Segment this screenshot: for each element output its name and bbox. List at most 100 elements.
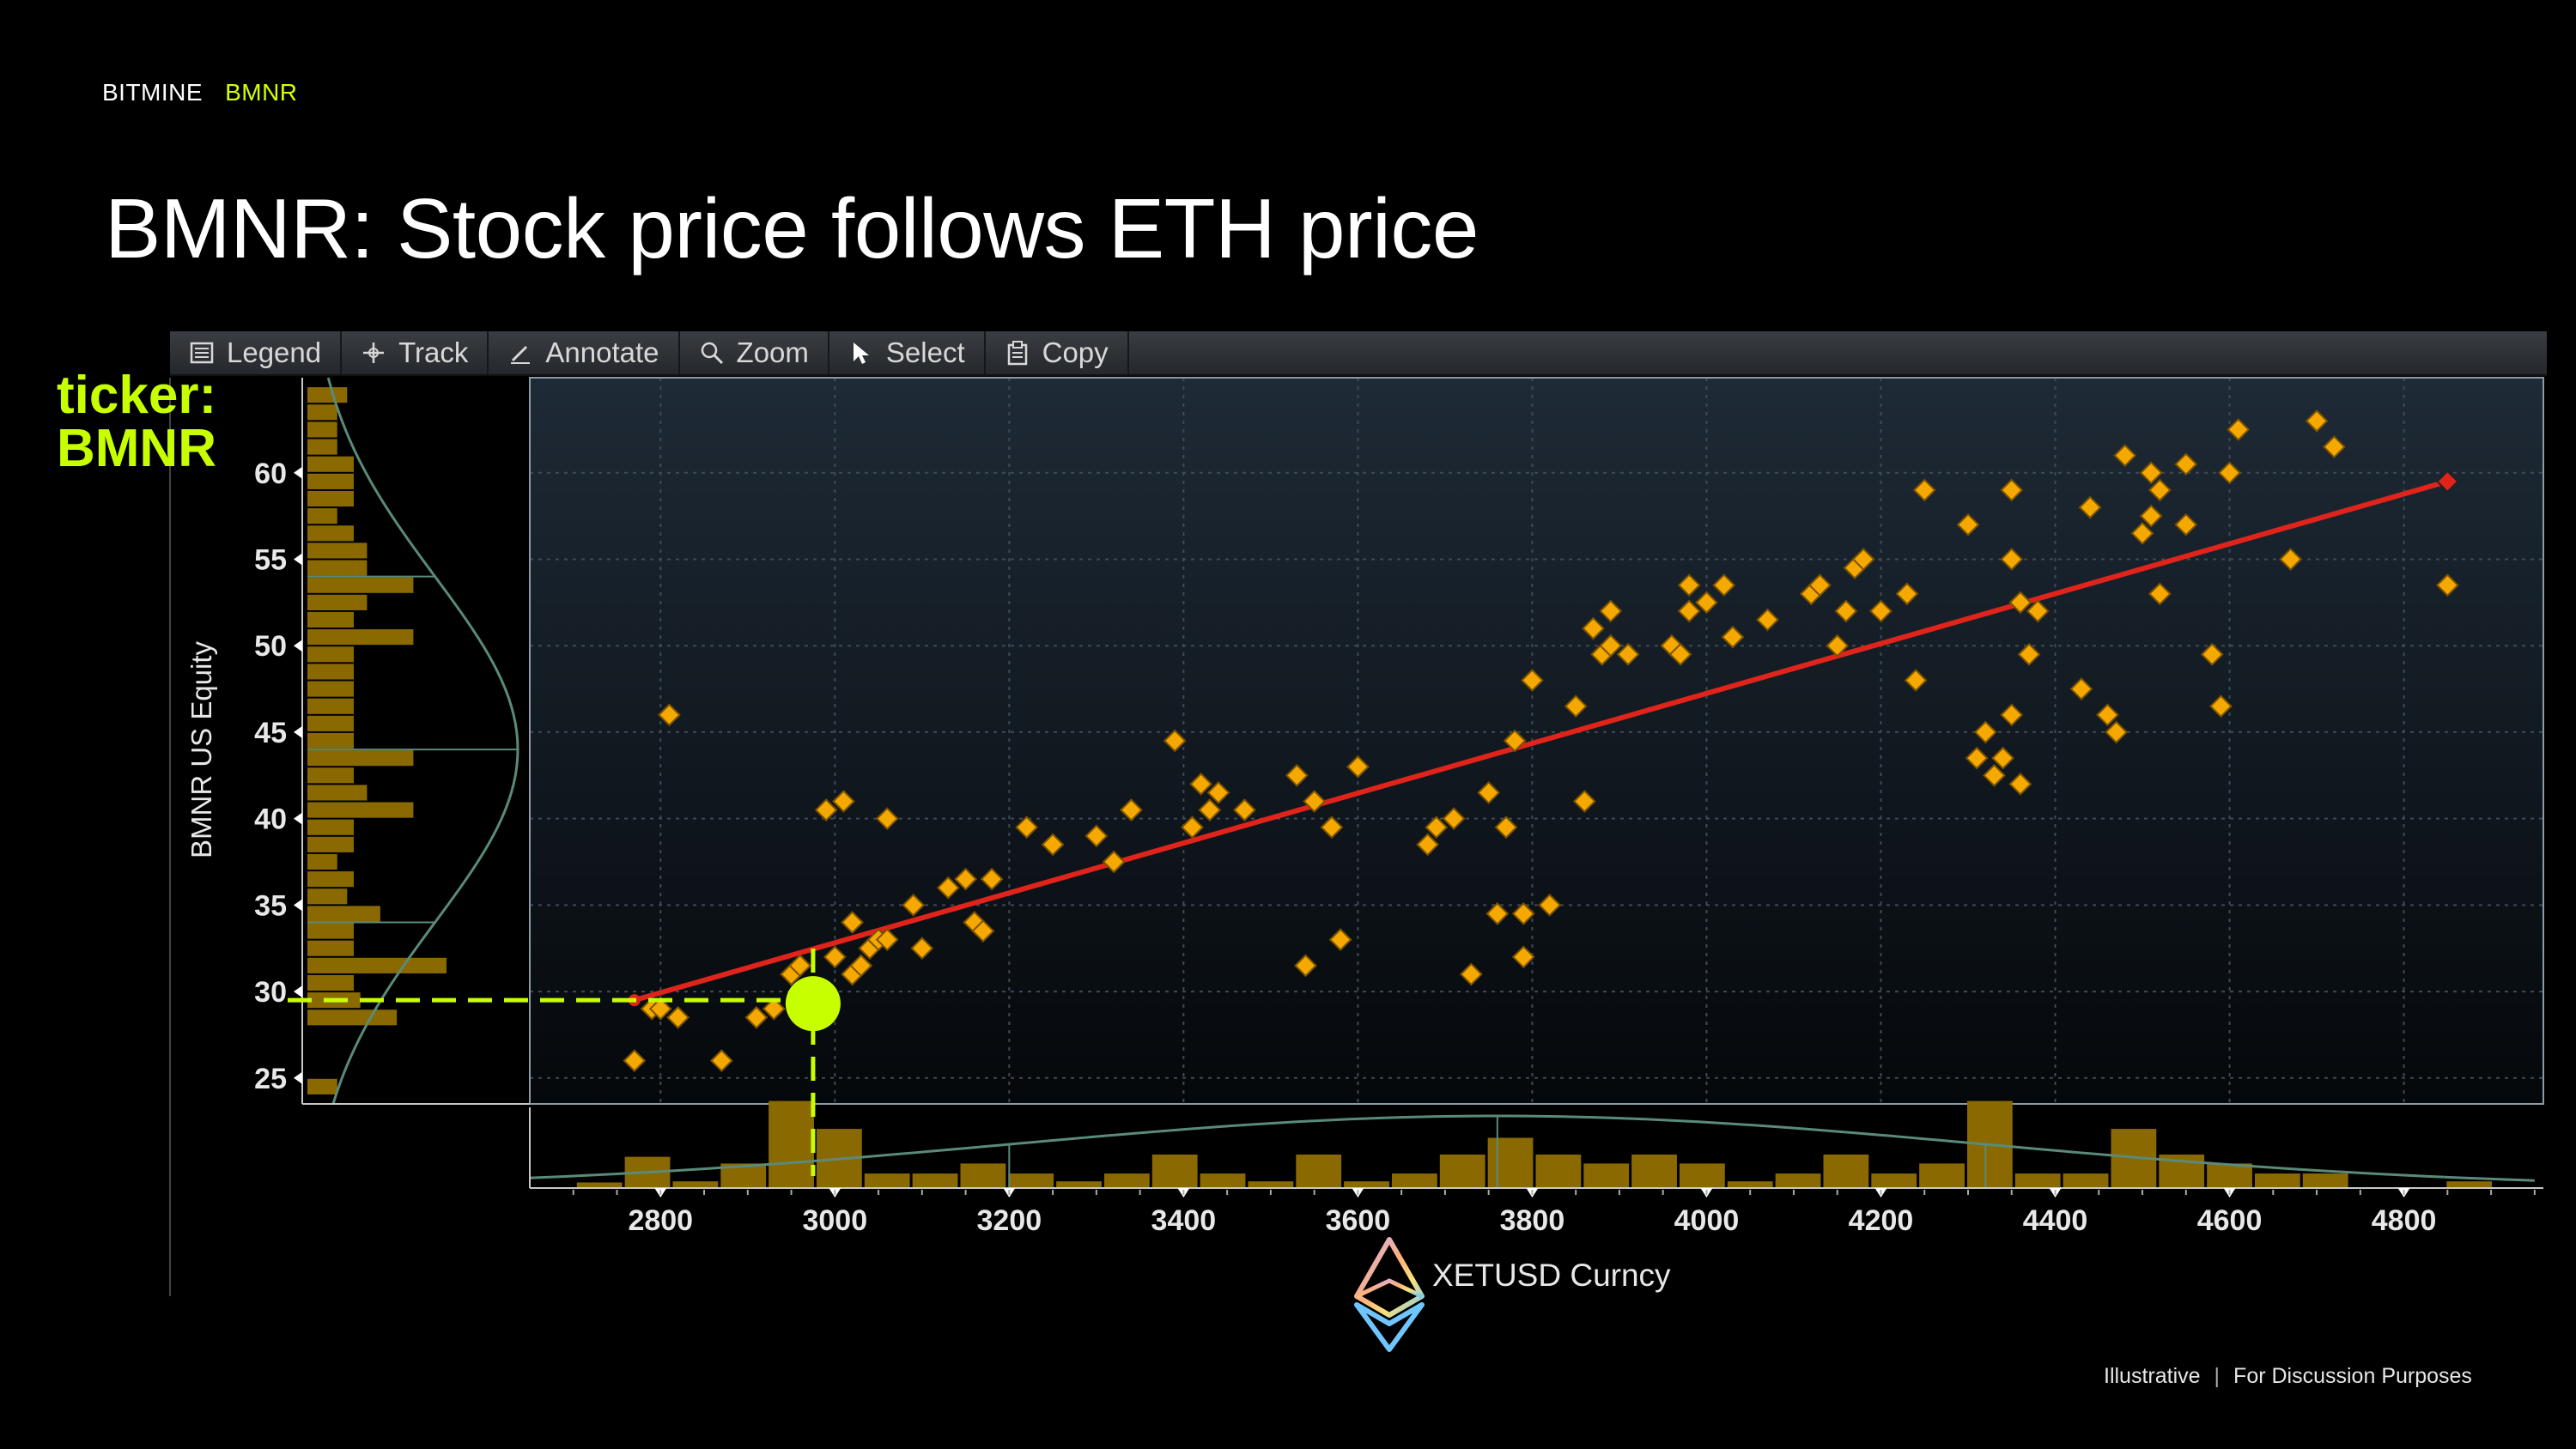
x-tick-label: 2800: [628, 1204, 693, 1237]
y-histogram-bar: [307, 387, 348, 403]
legend-button[interactable]: Legend: [170, 331, 343, 374]
scatter-point: [1233, 798, 1256, 822]
y-tick-marker: [294, 640, 302, 652]
scatter-point: [1328, 928, 1352, 952]
scatter-point: [954, 867, 977, 891]
scatter-point: [971, 919, 995, 943]
scatter-point: [2000, 478, 2024, 502]
x-histogram-bar: [1823, 1155, 1869, 1188]
scatter-point: [1582, 616, 1605, 640]
y-histogram-bar: [307, 888, 348, 905]
y-tick-label: 25: [254, 1063, 287, 1095]
scatter-point: [2069, 677, 2093, 700]
company-name: BITMINE: [102, 79, 204, 106]
ticker-name: BMNR: [225, 79, 298, 106]
copy-button[interactable]: Copy: [986, 331, 1129, 374]
callout-line2: BMNR: [57, 419, 216, 478]
x-histogram-bar: [1919, 1163, 1965, 1188]
x-tick-label: 4600: [2197, 1204, 2263, 1237]
y-histogram-bar: [307, 611, 354, 628]
x-histogram-bar: [1296, 1155, 1342, 1188]
y-histogram-bar: [307, 594, 368, 610]
scatter-point: [1511, 945, 1535, 969]
x-distribution-curve: [529, 1114, 2535, 1182]
y-tick-label: 35: [254, 889, 287, 922]
select-button[interactable]: Select: [829, 331, 986, 374]
scatter-point: [1616, 642, 1640, 666]
y-histogram-bar: [307, 750, 414, 767]
y-tick-marker: [294, 553, 302, 566]
x-histogram-bar: [1056, 1181, 1102, 1188]
annotate-button[interactable]: Annotate: [489, 331, 680, 374]
scatter-point: [1511, 902, 1535, 925]
annotate-label: Annotate: [545, 336, 659, 368]
clipboard-icon: [1005, 340, 1030, 366]
y-histogram-bar: [307, 698, 354, 714]
x-histogram-bar: [576, 1182, 623, 1188]
x-histogram-bar: [1775, 1173, 1821, 1188]
y-histogram-bar: [307, 473, 354, 489]
scatter-point: [658, 703, 681, 727]
scatter-point: [1599, 599, 1623, 623]
footer-disclaimer: For Discussion Purposes: [2233, 1364, 2472, 1388]
scatter-point: [623, 1049, 647, 1073]
y-histogram-bar: [307, 508, 337, 524]
zoom-button[interactable]: Zoom: [680, 331, 829, 374]
y-histogram-bar: [307, 802, 414, 818]
scatter-point: [1991, 746, 2015, 770]
scatter-point: [1721, 625, 1745, 649]
x-histogram-bar: [1727, 1181, 1773, 1188]
y-tick-label: 30: [254, 976, 287, 1009]
x-histogram-bar: [2302, 1173, 2348, 1188]
scatter-point: [1895, 582, 1919, 606]
y-histogram-bar: [307, 646, 354, 663]
scatter-point: [1303, 790, 1327, 813]
scatter-point: [1808, 573, 1832, 597]
scatter-point: [1285, 763, 1309, 787]
x-histogram-bar: [2254, 1173, 2300, 1188]
y-tick-marker: [294, 466, 302, 479]
scatter-point: [2435, 573, 2459, 597]
x-histogram-bar: [1583, 1163, 1630, 1188]
x-axis-label: XETUSD Curncy: [1432, 1258, 1671, 1293]
y-histogram-bar: [307, 974, 354, 991]
crosshair-icon: [361, 340, 386, 366]
scatter-point: [2026, 599, 2050, 623]
scatter-point: [1983, 763, 2006, 787]
x-histogram-bar: [672, 1181, 719, 1188]
x-histogram-bar: [2014, 1173, 2061, 1188]
scatter-point: [1826, 634, 1850, 658]
brand-header: BITMINE BMNR: [102, 79, 298, 106]
y-histogram-bar: [307, 525, 354, 542]
y-tick-label: 50: [254, 630, 287, 663]
scatter-point: [2218, 461, 2241, 485]
y-tick-marker: [294, 1071, 302, 1084]
chart-toolbar: Legend Track Annotate Zoom Select Copy: [170, 331, 2547, 376]
scatter-point: [762, 997, 786, 1021]
y-histogram-bar: [307, 629, 414, 646]
y-tick-label: 60: [254, 458, 287, 490]
track-button[interactable]: Track: [342, 331, 489, 374]
scatter-point: [910, 937, 934, 961]
y-histogram-bar: [307, 819, 354, 835]
scatter-point: [1677, 573, 1701, 597]
y-histogram-bar: [307, 767, 354, 784]
scatter-point: [744, 1005, 769, 1029]
x-histogram-bar: [1871, 1173, 1917, 1188]
y-tick-marker: [294, 812, 302, 825]
pen-icon: [507, 340, 533, 366]
x-histogram-bar: [1535, 1155, 1582, 1188]
x-tick-label: 3400: [1151, 1204, 1217, 1237]
footer-illustrative: Illustrative: [2104, 1364, 2201, 1388]
scatter-point: [1189, 772, 1213, 796]
ethereum-logo-icon: [1354, 1237, 1425, 1352]
scatter-point: [1198, 798, 1222, 822]
scatter-point: [1120, 798, 1143, 822]
y-histogram-bar: [307, 853, 337, 870]
x-tick-label: 4800: [2372, 1204, 2437, 1237]
footer-separator: |: [2214, 1364, 2221, 1388]
scatter-point: [1956, 512, 1980, 537]
scatter-point: [1181, 815, 1204, 840]
scatter-point: [1834, 599, 1858, 623]
